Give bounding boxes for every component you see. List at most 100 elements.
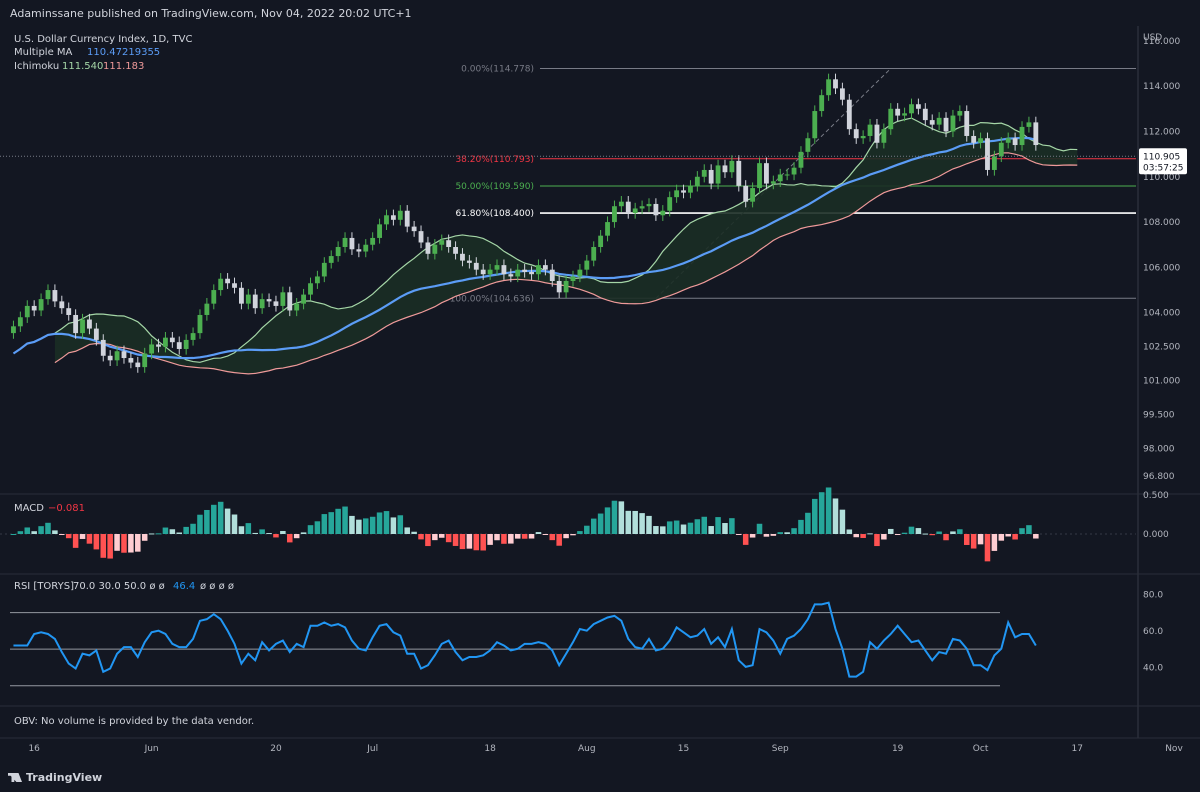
- candle-body: [446, 240, 452, 248]
- candle: [964, 105, 970, 142]
- candle: [922, 103, 928, 126]
- time-tick: 15: [678, 744, 689, 754]
- price-tick: 114.000: [1143, 82, 1180, 92]
- fib-label: 100.00%(104.636): [450, 294, 534, 304]
- axis-unit: USD: [1143, 33, 1162, 43]
- candle-body: [11, 326, 16, 334]
- macd-bar: [563, 534, 569, 539]
- candle: [915, 98, 921, 115]
- rsi-tick: 40.0: [1143, 663, 1163, 673]
- macd-bar: [542, 534, 549, 535]
- macd-bar: [59, 534, 65, 535]
- candle-body: [674, 190, 680, 198]
- macd-bar: [266, 533, 272, 535]
- candle-body: [87, 319, 92, 329]
- candle: [881, 123, 887, 149]
- candle: [618, 196, 624, 212]
- macd-bar: [128, 534, 134, 553]
- candle-body: [929, 120, 935, 125]
- candle-body: [570, 276, 576, 281]
- macd-bar: [701, 516, 708, 534]
- candle: [826, 73, 832, 101]
- macd-bar: [590, 518, 597, 534]
- candle-body: [384, 215, 389, 225]
- candle-body: [860, 135, 866, 139]
- candle: [24, 300, 30, 323]
- candle: [294, 297, 300, 317]
- macd-bar: [473, 534, 480, 551]
- macd-bar: [929, 534, 935, 536]
- candle-body: [439, 240, 445, 245]
- fib-label: 0.00%(114.778): [461, 64, 534, 74]
- candle-body: [31, 305, 37, 311]
- candle-body: [701, 169, 707, 177]
- macd-bar: [501, 534, 507, 544]
- rsi-pane: 80.0 60.0 40.0: [10, 590, 1163, 687]
- candle-body: [176, 342, 182, 349]
- macd-bar: [805, 512, 811, 534]
- candle-body: [163, 337, 168, 347]
- macd-bar: [155, 533, 162, 535]
- candle-body: [225, 278, 231, 284]
- macd-bar: [487, 534, 493, 545]
- candle-body: [294, 303, 300, 311]
- macd-bar: [480, 534, 486, 551]
- candle-body: [867, 124, 873, 136]
- candle: [985, 132, 990, 176]
- candle: [487, 264, 493, 280]
- candle-body: [632, 208, 638, 214]
- macd-bar: [722, 523, 728, 534]
- candle-body: [453, 247, 458, 254]
- candle: [701, 164, 707, 183]
- price-tick: 116.000: [1143, 37, 1180, 47]
- macd-bar: [176, 532, 183, 534]
- macd-bar: [611, 500, 618, 534]
- candle: [259, 293, 265, 314]
- macd-bar: [936, 531, 942, 534]
- candle: [736, 155, 742, 192]
- candle-body: [625, 201, 631, 214]
- macd-bar: [625, 510, 632, 534]
- candle: [52, 284, 58, 308]
- candle-body: [777, 174, 783, 182]
- macd-bar: [535, 532, 542, 534]
- candle: [936, 112, 942, 131]
- macd-bar: [839, 509, 846, 534]
- macd-bar: [556, 534, 562, 546]
- candle: [646, 198, 652, 212]
- candle-body: [363, 244, 369, 252]
- candle-body: [59, 301, 65, 309]
- macd-bar: [31, 531, 37, 534]
- candle-body: [922, 108, 928, 121]
- candle-body: [805, 138, 811, 152]
- candle-body: [915, 104, 921, 109]
- macd-bar: [818, 492, 825, 534]
- macd-bar: [832, 498, 839, 534]
- candle: [163, 331, 168, 353]
- candle-body: [522, 269, 528, 272]
- candle-body: [943, 117, 949, 132]
- candle: [902, 107, 908, 122]
- macd-bar: [418, 534, 424, 540]
- candle-body: [978, 138, 983, 143]
- candle: [577, 264, 583, 283]
- macd-bar: [1019, 528, 1025, 534]
- candle: [377, 218, 382, 244]
- candle: [570, 270, 576, 287]
- macd-bar: [639, 513, 645, 534]
- candle: [335, 241, 341, 262]
- candle: [238, 282, 244, 310]
- macd-bar: [998, 534, 1005, 541]
- price-tick: 99.500: [1143, 411, 1175, 421]
- macd-bar: [273, 534, 279, 538]
- candle: [11, 320, 16, 339]
- macd-bar: [86, 534, 93, 544]
- macd-bar: [736, 534, 742, 535]
- candle-body: [667, 197, 673, 211]
- candle-body: [252, 294, 258, 309]
- candle: [273, 295, 279, 312]
- price-tick: 96.800: [1143, 472, 1175, 482]
- candle: [591, 241, 597, 267]
- candle: [356, 243, 362, 258]
